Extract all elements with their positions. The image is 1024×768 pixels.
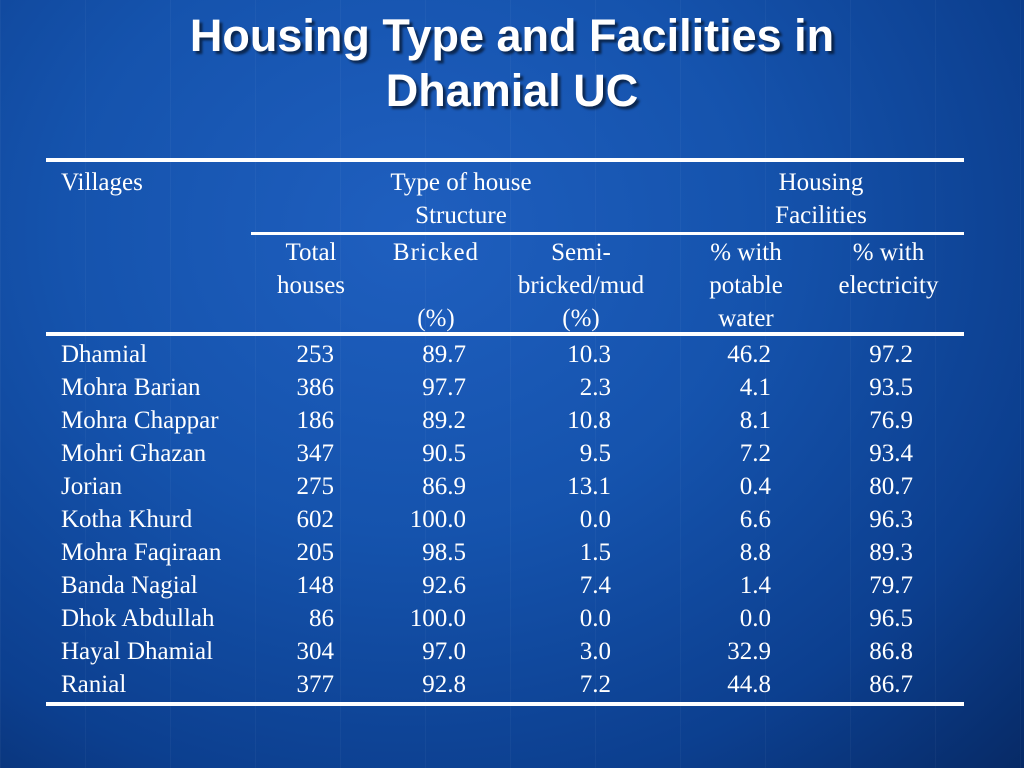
cell-village: Dhok Abdullah — [61, 605, 215, 632]
cell-electricity: 96.3 — [869, 506, 913, 533]
cell-water: 0.0 — [739, 605, 771, 632]
cell-water: 4.1 — [739, 374, 771, 401]
header-elec-line2: electricity — [838, 272, 939, 299]
cell-semi: 0.0 — [579, 605, 611, 632]
cell-electricity: 86.8 — [869, 638, 913, 665]
cell-bricked: 98.5 — [422, 539, 466, 566]
cell-water: 8.1 — [739, 407, 771, 434]
header-type-line2: Structure — [415, 202, 507, 229]
header-type-line1: Type of house — [390, 169, 532, 196]
cell-bricked: 100.0 — [409, 605, 466, 632]
cell-total: 347 — [296, 440, 335, 467]
cell-water: 44.8 — [727, 671, 771, 698]
header-facilities-line2: Facilities — [775, 202, 867, 229]
cell-village: Ranial — [61, 671, 127, 698]
header-water-line1: % with — [710, 239, 782, 266]
cell-village: Jorian — [61, 473, 123, 500]
header-bricked-line1: Bricked — [392, 239, 480, 266]
cell-bricked: 89.7 — [422, 341, 466, 368]
cell-electricity: 76.9 — [869, 407, 913, 434]
header-divider-rule — [251, 232, 964, 235]
cell-semi: 10.8 — [567, 407, 611, 434]
cell-total: 205 — [296, 539, 335, 566]
cell-semi: 9.5 — [579, 440, 611, 467]
title-line-1: Housing Type and Facilities in — [189, 10, 835, 61]
cell-water: 7.2 — [739, 440, 771, 467]
cell-total: 148 — [296, 572, 335, 599]
cell-electricity: 93.5 — [869, 374, 913, 401]
cell-bricked: 92.6 — [422, 572, 466, 599]
header-water-line2: potable — [709, 272, 783, 299]
cell-water: 32.9 — [727, 638, 771, 665]
cell-village: Mohra Barian — [61, 374, 201, 401]
cell-electricity: 96.5 — [869, 605, 913, 632]
cell-water: 8.8 — [739, 539, 771, 566]
slide-title: Housing Type and Facilities in Dhamial U… — [0, 8, 1024, 118]
cell-total: 386 — [296, 374, 335, 401]
header-villages: Villages — [61, 169, 143, 196]
cell-bricked: 86.9 — [422, 473, 466, 500]
cell-bricked: 97.0 — [422, 638, 466, 665]
cell-water: 1.4 — [739, 572, 771, 599]
cell-electricity: 79.7 — [869, 572, 913, 599]
cell-water: 6.6 — [739, 506, 771, 533]
cell-total: 253 — [296, 341, 335, 368]
cell-village: Mohra Faqiraan — [61, 539, 222, 566]
cell-electricity: 89.3 — [869, 539, 913, 566]
table-bottom-rule — [46, 702, 964, 706]
cell-total: 304 — [296, 638, 335, 665]
cell-total: 602 — [296, 506, 335, 533]
cell-total: 377 — [296, 671, 335, 698]
table-top-rule — [46, 158, 964, 162]
cell-village: Mohra Chappar — [61, 407, 219, 434]
cell-water: 0.4 — [739, 473, 771, 500]
cell-village: Dhamial — [61, 341, 148, 368]
header-total-line1: Total — [285, 239, 337, 266]
header-semi-line1: Semi- — [551, 239, 611, 266]
cell-semi: 1.5 — [579, 539, 611, 566]
header-facilities-line1: Housing — [778, 169, 864, 196]
cell-village: Mohri Ghazan — [61, 440, 207, 467]
cell-village: Kotha Khurd — [61, 506, 193, 533]
cell-electricity: 93.4 — [869, 440, 913, 467]
header-bricked-unit: (%) — [417, 305, 455, 332]
cell-bricked: 100.0 — [409, 506, 466, 533]
housing-table: Villages Type of house Structure Housing… — [46, 158, 964, 710]
cell-total: 86 — [309, 605, 334, 632]
cell-semi: 3.0 — [579, 638, 611, 665]
header-bottom-rule — [46, 332, 964, 336]
cell-bricked: 97.7 — [422, 374, 466, 401]
cell-bricked: 92.8 — [422, 671, 466, 698]
cell-bricked: 90.5 — [422, 440, 466, 467]
cell-semi: 7.2 — [579, 671, 611, 698]
cell-semi: 0.0 — [579, 506, 611, 533]
cell-total: 275 — [296, 473, 335, 500]
header-semi-line2: bricked/mud — [517, 272, 645, 299]
cell-semi: 2.3 — [579, 374, 611, 401]
cell-electricity: 80.7 — [869, 473, 913, 500]
title-line-2: Dhamial UC — [385, 65, 639, 116]
header-total-line2: houses — [276, 272, 346, 299]
cell-semi: 13.1 — [567, 473, 611, 500]
cell-village: Hayal Dhamial — [61, 638, 214, 665]
header-semi-unit: (%) — [562, 305, 600, 332]
cell-village: Banda Nagial — [61, 572, 198, 599]
cell-semi: 7.4 — [579, 572, 611, 599]
header-elec-line1: % with — [852, 239, 925, 266]
cell-electricity: 86.7 — [869, 671, 913, 698]
cell-semi: 10.3 — [567, 341, 611, 368]
cell-total: 186 — [296, 407, 335, 434]
cell-electricity: 97.2 — [869, 341, 913, 368]
cell-bricked: 89.2 — [422, 407, 466, 434]
cell-water: 46.2 — [727, 341, 771, 368]
header-water-line3: water — [718, 305, 774, 332]
